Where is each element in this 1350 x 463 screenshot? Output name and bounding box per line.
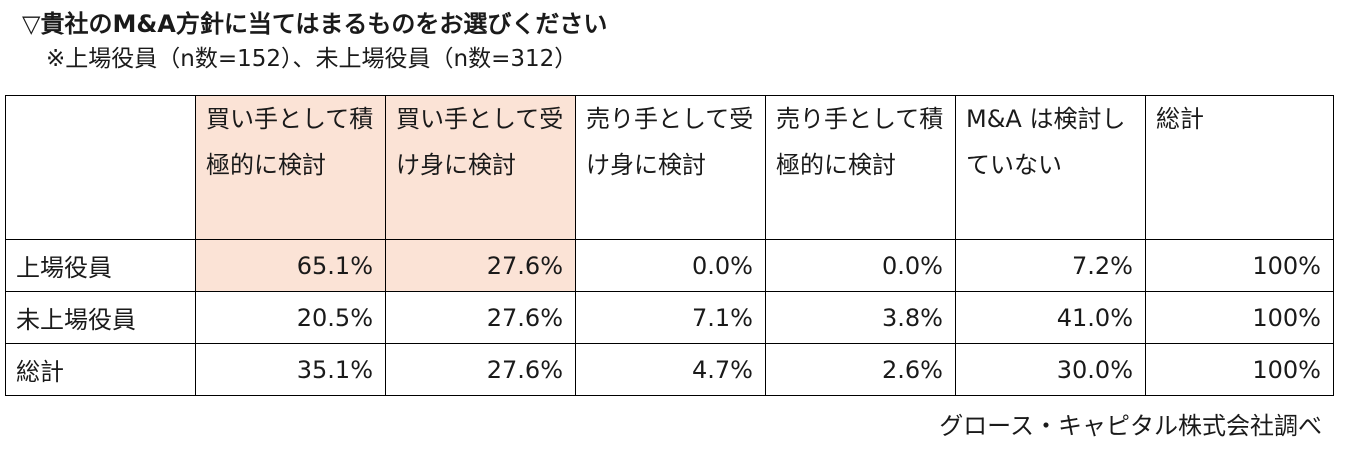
table-cell: 7.1% — [575, 291, 766, 344]
sample-size-note: ※上場役員（n数=152）、未上場役員（n数=312） — [46, 46, 578, 72]
table-cell: 27.6% — [385, 291, 576, 344]
survey-results-table: 買い手として積極的に検討 買い手として受け身に検討 売り手として受け身に検討 売… — [5, 95, 1334, 396]
table-cell: 100% — [1145, 239, 1334, 292]
table-header-row: 買い手として積極的に検討 買い手として受け身に検討 売り手として受け身に検討 売… — [5, 95, 1334, 240]
table-cell: 100% — [1145, 343, 1334, 396]
table-cell: 27.6% — [385, 343, 576, 396]
column-header-seller-passive: 売り手として受け身に検討 — [575, 95, 766, 240]
table-cell: 20.5% — [195, 291, 386, 344]
column-header-buyer-active: 買い手として積極的に検討 — [195, 95, 386, 240]
column-header-not-considering: M&A は検討していない — [955, 95, 1146, 240]
row-label-total: 総計 — [5, 343, 196, 396]
table-cell: 30.0% — [955, 343, 1146, 396]
survey-question-title: ▽貴社のM&A方針に当てはまるものをお選びください — [22, 10, 608, 38]
table-cell: 35.1% — [195, 343, 386, 396]
table-cell: 41.0% — [955, 291, 1146, 344]
table-cell: 3.8% — [765, 291, 956, 344]
table-cell: 0.0% — [575, 239, 766, 292]
header-corner-cell — [5, 95, 196, 240]
table-row: 総計 35.1% 27.6% 4.7% 2.6% 30.0% 100% — [5, 343, 1334, 396]
table-cell: 27.6% — [385, 239, 576, 292]
table-cell: 0.0% — [765, 239, 956, 292]
column-header-seller-active: 売り手として積極的に検討 — [765, 95, 956, 240]
column-header-total: 総計 — [1145, 95, 1334, 240]
column-header-buyer-passive: 買い手として受け身に検討 — [385, 95, 576, 240]
table-cell: 2.6% — [765, 343, 956, 396]
table-cell: 7.2% — [955, 239, 1146, 292]
row-label-listed-executives: 上場役員 — [5, 239, 196, 292]
table-cell: 100% — [1145, 291, 1334, 344]
row-label-unlisted-executives: 未上場役員 — [5, 291, 196, 344]
source-credit: グロース・キャピタル株式会社調べ — [939, 412, 1322, 440]
table-row: 未上場役員 20.5% 27.6% 7.1% 3.8% 41.0% 100% — [5, 291, 1334, 344]
table-row: 上場役員 65.1% 27.6% 0.0% 0.0% 7.2% 100% — [5, 239, 1334, 292]
table-cell: 4.7% — [575, 343, 766, 396]
table-cell: 65.1% — [195, 239, 386, 292]
